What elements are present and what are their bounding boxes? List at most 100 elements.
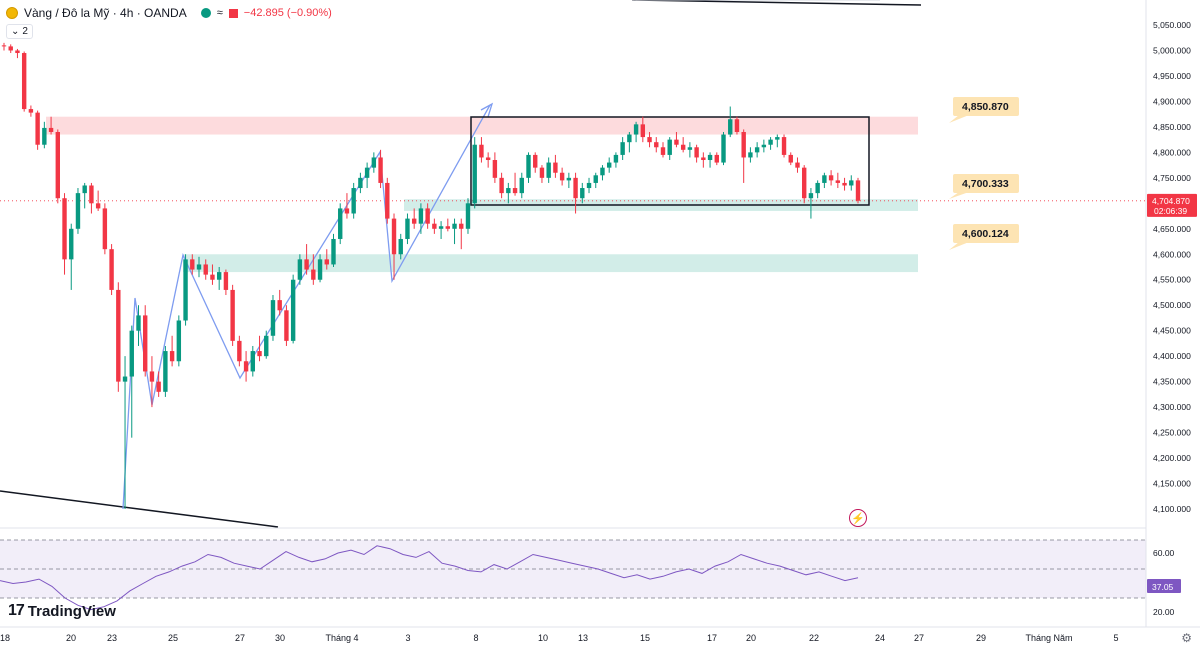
- candle-body: [600, 167, 605, 176]
- candle-body: [203, 264, 208, 275]
- candle-body: [169, 351, 175, 362]
- candle-body: [385, 182, 390, 219]
- price-tick-label: 4,100.000: [1153, 504, 1191, 514]
- price-tick-label: 4,200.000: [1153, 453, 1191, 463]
- gold-symbol-icon: [6, 7, 18, 19]
- candle-body: [768, 139, 773, 145]
- time-tick-label: 10: [538, 633, 548, 643]
- candle-body: [828, 175, 834, 181]
- candle-body: [627, 134, 632, 143]
- candle-body: [553, 162, 558, 173]
- candle-body: [721, 134, 726, 163]
- time-tick-label: 29: [976, 633, 986, 643]
- price-tick-label: 4,650.000: [1153, 224, 1191, 234]
- candle-body: [472, 144, 477, 204]
- candle-body: [640, 124, 646, 138]
- candle-body: [149, 371, 155, 382]
- settings-gear-icon[interactable]: ⚙: [1181, 631, 1192, 645]
- tradingview-mark-icon: 17: [8, 602, 25, 619]
- candle-body: [15, 50, 20, 54]
- candle-body: [425, 208, 430, 224]
- chart-header: Vàng / Đô la Mỹ · 4h · OANDA ≈ −42.895 (…: [6, 4, 332, 22]
- candle-body: [445, 226, 451, 229]
- candle-body: [69, 228, 74, 260]
- time-tick-label: 3: [405, 633, 410, 643]
- time-tick-label: 18: [0, 633, 10, 643]
- time-tick-label: 23: [107, 633, 117, 643]
- candle-body: [324, 259, 329, 265]
- callout-level_high: 4,850.870: [962, 101, 1009, 113]
- candle-body: [28, 109, 34, 113]
- candle-body: [364, 167, 370, 178]
- market-open-icon: [200, 8, 211, 18]
- candle-body: [136, 315, 141, 331]
- price-tick-label: 4,350.000: [1153, 377, 1191, 387]
- lightning-icon[interactable]: ⚡: [849, 509, 867, 527]
- candle-body: [667, 139, 672, 155]
- candle-body: [432, 223, 437, 229]
- candle-body: [781, 137, 787, 155]
- candle-body: [344, 208, 350, 214]
- candle-body: [418, 208, 424, 224]
- time-tick-label: 30: [275, 633, 285, 643]
- candle-body: [620, 142, 625, 155]
- sell-indicator-icon: [228, 8, 238, 18]
- candle-body: [277, 300, 282, 311]
- candle-body: [297, 259, 303, 280]
- rsi-label-60: 60.00: [1153, 548, 1175, 558]
- callout-level_low: 4,600.124: [962, 228, 1009, 240]
- candle-body: [465, 203, 471, 229]
- candle-body: [835, 180, 841, 183]
- candle-body: [707, 154, 713, 161]
- time-tick-label: 24: [875, 633, 885, 643]
- candle-body: [216, 272, 222, 280]
- candle-body: [196, 264, 202, 270]
- candle-body: [250, 351, 256, 372]
- candle-body: [284, 310, 289, 341]
- indicator-toggle-button[interactable]: ⌄ 2: [6, 24, 33, 39]
- candle-body: [694, 147, 699, 158]
- callout-pointer: [949, 242, 969, 250]
- price-tick-label: 4,900.000: [1153, 96, 1191, 106]
- candle-body: [82, 185, 87, 194]
- price-tick-label: 4,150.000: [1153, 479, 1191, 489]
- candle-body: [526, 154, 531, 178]
- price-change: −42.895 (−0.90%): [243, 7, 332, 19]
- candle-body: [48, 127, 54, 132]
- current-price-value: 4,704.870: [1152, 196, 1190, 206]
- current-price-badge: [1147, 193, 1197, 217]
- candle-body: [438, 226, 444, 229]
- candle-body: [613, 154, 619, 163]
- candle-body: [156, 381, 161, 392]
- candle-body: [143, 315, 148, 372]
- candle-body: [290, 279, 296, 341]
- tradingview-logo[interactable]: 17 TradingView: [8, 602, 116, 620]
- time-tick-label: 22: [809, 633, 819, 643]
- candle-body: [519, 177, 524, 194]
- candle-body: [338, 208, 343, 239]
- callout-box: [953, 97, 1019, 116]
- price-tick-label: 5,000.000: [1153, 45, 1191, 55]
- candle-body: [405, 218, 410, 239]
- candle-body: [21, 53, 27, 110]
- candle-body: [264, 335, 269, 357]
- time-tick-label: 25: [168, 633, 178, 643]
- candle-body: [539, 167, 545, 178]
- candle-body: [802, 167, 807, 199]
- time-tick-label: 27: [914, 633, 924, 643]
- time-tick-label: 15: [640, 633, 650, 643]
- candle-body: [775, 137, 780, 140]
- candle-body: [506, 188, 511, 194]
- candle-body: [317, 259, 323, 280]
- price-tick-label: 4,300.000: [1153, 402, 1191, 412]
- candle-body: [55, 131, 60, 199]
- candle-body: [499, 177, 504, 194]
- time-tick-label: 13: [578, 633, 588, 643]
- candle-body: [223, 272, 229, 290]
- symbol-title[interactable]: Vàng / Đô la Mỹ · 4h · OANDA: [24, 6, 187, 20]
- candle-body: [741, 131, 746, 158]
- candle-body: [734, 119, 740, 132]
- range-box: [470, 116, 870, 206]
- candle-body: [378, 157, 383, 183]
